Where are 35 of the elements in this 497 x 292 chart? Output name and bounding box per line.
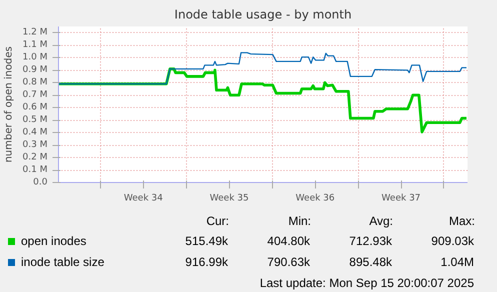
y-tick-label: 0.9 M (22, 65, 48, 76)
chart-title: Inode table usage - by month (174, 8, 352, 22)
y-tick-label: 0.7 M (22, 90, 48, 100)
y-tick-label: 0.5 M (22, 115, 48, 126)
text: 712.93k (348, 233, 393, 250)
text: Min: (287, 213, 311, 230)
text: Cur: (205, 213, 229, 230)
text: 515.49k (184, 233, 229, 250)
text: Last update: Mon Sep 15 20:00:07 2025 (258, 275, 475, 292)
text: 404.80k (266, 233, 311, 250)
legend-label: open inodes (20, 233, 88, 250)
text: 895.48k (348, 254, 393, 272)
y-tick-label: 0.2 M (22, 152, 48, 163)
text: Avg: (368, 213, 393, 230)
text: 916.99k (184, 254, 229, 272)
y-tick-label: 0.4 M (22, 128, 48, 138)
y-tick-label: 0.3 M (22, 140, 48, 150)
line-series (58, 52, 468, 85)
text: 790.63k (266, 254, 311, 272)
y-tick-label: 1.2 M (22, 28, 48, 38)
x-tick-label: Week 36 (296, 194, 335, 204)
legend-label: inode table size (20, 254, 106, 272)
x-tick-label: Week 34 (124, 194, 164, 204)
text: 909.03k (430, 233, 475, 250)
x-tick-label: Week 35 (210, 194, 249, 204)
text: 1.04M (440, 254, 475, 272)
x-tick-label: Week 37 (382, 194, 421, 204)
y-tick-label: 0.1 M (22, 165, 48, 176)
y-tick-label: 1.1 M (22, 40, 48, 50)
y-tick-label: 0.8 M (22, 78, 48, 88)
text: Max: (448, 213, 475, 230)
y-tick-label: 1.0 M (22, 52, 48, 63)
y-tick-label: 0.0 (33, 178, 48, 188)
y-tick-label: 0.6 M (22, 102, 48, 113)
y-axis-title: number of open inodes (4, 46, 15, 163)
